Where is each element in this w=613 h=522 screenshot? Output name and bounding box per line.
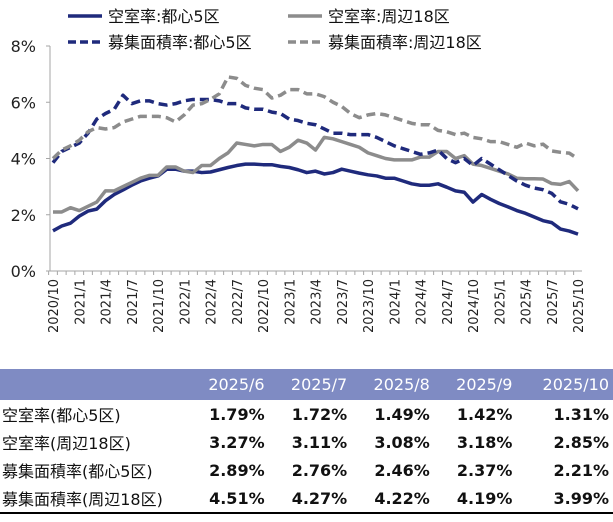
cell: 1.72% bbox=[291, 404, 348, 424]
cell: 2.89% bbox=[209, 460, 265, 480]
x-tick-label: 2022/1 bbox=[178, 279, 193, 325]
row-label: 募集面積率(周辺18区) bbox=[0, 484, 186, 514]
y-tick-label: 2% bbox=[11, 206, 36, 225]
column-header: 2025/10 bbox=[516, 369, 613, 400]
cell: 2.37% bbox=[456, 460, 513, 480]
x-tick-label: 2025/10 bbox=[572, 279, 587, 333]
x-tick-label: 2025/4 bbox=[520, 279, 535, 325]
column-header: 2025/6 bbox=[186, 369, 269, 400]
x-tick-label: 2024/4 bbox=[415, 279, 430, 325]
x-tick-label: 2022/7 bbox=[231, 279, 246, 325]
row-label: 空室率(都心5区) bbox=[2, 406, 121, 425]
x-tick-label: 2020/10 bbox=[47, 279, 62, 333]
cell: 2.46% bbox=[374, 460, 430, 480]
row-label: 募集面積率(都心5区) bbox=[2, 462, 153, 481]
column-header: 2025/9 bbox=[433, 369, 517, 400]
cell: 2.85% bbox=[553, 432, 609, 452]
x-tick-label: 2022/10 bbox=[257, 279, 272, 333]
x-tick-label: 2024/1 bbox=[388, 279, 403, 325]
table-row: 募集面積率(都心5区) 2.89% 2.76% 2.46% 2.37% 2.21% bbox=[0, 456, 613, 484]
y-tick-label: 8% bbox=[11, 37, 36, 56]
x-tick-label: 2021/1 bbox=[73, 279, 88, 325]
cell: 3.27% bbox=[209, 432, 265, 452]
legend-label: 空室率:都心5区 bbox=[108, 7, 220, 26]
cell: 4.19% bbox=[433, 484, 517, 514]
y-tick-label: 0% bbox=[11, 262, 36, 281]
data-table: 2025/6 2025/7 2025/8 2025/9 2025/10 空室率(… bbox=[0, 369, 613, 514]
x-tick-label: 2021/7 bbox=[126, 279, 141, 325]
series-line-1 bbox=[53, 135, 580, 214]
cell: 3.18% bbox=[456, 432, 513, 452]
cell: 3.08% bbox=[374, 432, 430, 452]
series-line-2 bbox=[51, 93, 579, 211]
table-row: 空室率(周辺18区) 3.27% 3.11% 3.08% 3.18% 2.85% bbox=[0, 428, 613, 456]
cell: 1.79% bbox=[209, 404, 265, 424]
x-tick-label: 2022/4 bbox=[205, 279, 220, 325]
cell: 3.11% bbox=[291, 432, 348, 452]
cell: 4.51% bbox=[186, 484, 269, 514]
table-row: 募集面積率(周辺18区) 4.51% 4.27% 4.22% 4.19% 3.99% bbox=[0, 484, 613, 514]
x-tick-label: 2024/7 bbox=[441, 279, 456, 325]
cell: 2.76% bbox=[291, 460, 348, 480]
cell: 1.31% bbox=[553, 404, 609, 424]
cell: 1.42% bbox=[456, 404, 513, 424]
x-tick-label: 2023/4 bbox=[310, 279, 325, 325]
x-tick-label: 2021/10 bbox=[152, 279, 167, 333]
cell: 4.22% bbox=[351, 484, 434, 514]
table-header-row: 2025/6 2025/7 2025/8 2025/9 2025/10 bbox=[0, 369, 613, 400]
row-label: 空室率(周辺18区) bbox=[2, 434, 131, 453]
cell: 1.49% bbox=[374, 404, 430, 424]
y-tick-label: 4% bbox=[11, 150, 36, 169]
x-tick-label: 2025/7 bbox=[546, 279, 561, 325]
x-tick-label: 2023/1 bbox=[283, 279, 298, 325]
x-tick-label: 2024/10 bbox=[467, 279, 482, 333]
column-header: 2025/7 bbox=[268, 369, 352, 400]
x-tick-label: 2025/1 bbox=[493, 279, 508, 325]
cell: 3.99% bbox=[516, 484, 613, 514]
legend-label: 空室率:周辺18区 bbox=[328, 7, 450, 26]
series-line-0 bbox=[52, 162, 579, 236]
column-header: 2025/8 bbox=[351, 369, 434, 400]
cell: 2.21% bbox=[553, 460, 609, 480]
line-chart: 0% 2% 4% 6% 8% 2020/10 2021/1 2021/4 2021/7 2021/… bbox=[11, 7, 587, 333]
header-blank bbox=[0, 369, 186, 400]
table-row: 空室率(都心5区) 1.79% 1.72% 1.49% 1.42% 1.31% bbox=[0, 400, 613, 428]
x-tick-label: 2021/4 bbox=[100, 279, 115, 325]
y-tick-label: 6% bbox=[11, 93, 36, 112]
legend-label: 募集面積率:周辺18区 bbox=[328, 33, 482, 52]
series-line-3 bbox=[51, 75, 579, 161]
x-tick-label: 2023/7 bbox=[336, 279, 351, 325]
x-tick-label: 2023/10 bbox=[362, 279, 377, 333]
legend-label: 募集面積率:都心5区 bbox=[108, 33, 252, 52]
cell: 4.27% bbox=[268, 484, 352, 514]
